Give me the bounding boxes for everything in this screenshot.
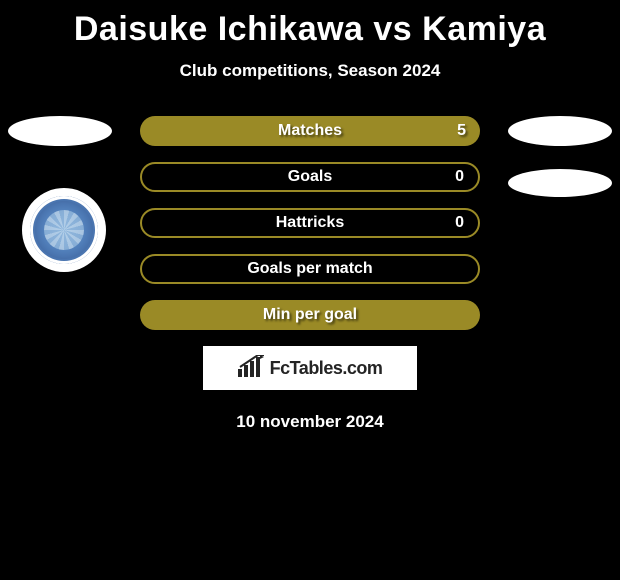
stat-label: Goals: [142, 168, 478, 186]
stat-label: Min per goal: [140, 306, 480, 324]
stat-value: 0: [455, 214, 464, 232]
stat-label: Goals per match: [142, 260, 478, 278]
stat-value: 0: [455, 168, 464, 186]
stat-row-matches: Matches 5: [140, 116, 480, 146]
stat-row-hattricks: Hattricks 0: [140, 208, 480, 238]
site-logo-box[interactable]: FcTables.com: [203, 346, 417, 390]
date-line: 10 november 2024: [140, 412, 480, 432]
stat-row-goals-per-match: Goals per match: [140, 254, 480, 284]
stat-label: Hattricks: [142, 214, 478, 232]
stat-row-min-per-goal: Min per goal: [140, 300, 480, 330]
club-logo-graphic: [30, 196, 98, 264]
site-name: FcTables.com: [270, 358, 383, 379]
player-right-club-avatar: [508, 169, 612, 197]
subtitle: Club competitions, Season 2024: [0, 61, 620, 81]
player-left-club-logo: [22, 188, 106, 272]
stat-row-goals: Goals 0: [140, 162, 480, 192]
bars-growth-icon: [238, 355, 266, 382]
player-right-avatar: [508, 116, 612, 146]
stats-bars: Matches 5 Goals 0 Hattricks 0 Goals per …: [140, 116, 480, 432]
stat-label: Matches: [140, 122, 480, 140]
player-left-avatar: [8, 116, 112, 146]
stat-value: 5: [457, 122, 466, 140]
page-title: Daisuke Ichikawa vs Kamiya: [0, 10, 620, 49]
